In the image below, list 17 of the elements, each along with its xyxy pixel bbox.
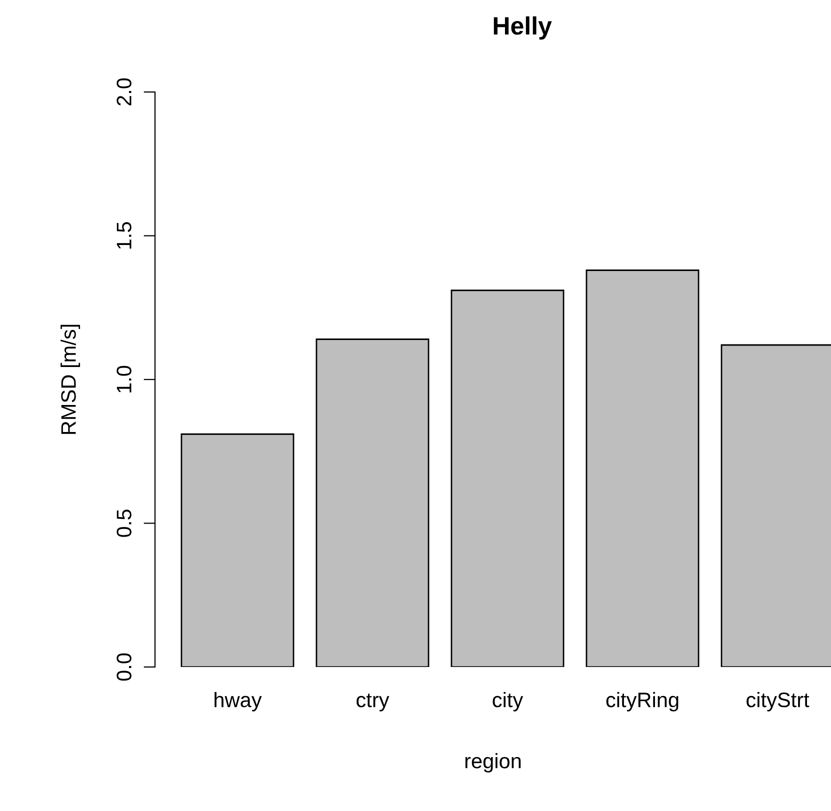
x-tick-label: city <box>492 692 524 712</box>
y-tick-label: 0.5 <box>116 510 132 537</box>
bar <box>450 290 564 667</box>
bar <box>316 338 430 667</box>
x-tick-label: cityRing <box>606 692 678 712</box>
x-tick-label: ctry <box>356 694 390 712</box>
y-axis-title: RMSD [m/s] <box>60 324 80 434</box>
y-tick-label: 0.0 <box>116 653 132 681</box>
chart-title: Helly <box>494 16 552 40</box>
bar <box>180 433 294 667</box>
y-tick-label: 1.0 <box>116 366 132 392</box>
x-axis-title: region <box>465 753 521 773</box>
x-tick-label: hway <box>214 692 262 712</box>
y-tick-label: 2.0 <box>116 78 132 106</box>
bar <box>586 270 700 667</box>
x-tick-label: cityStrt <box>746 692 810 712</box>
y-tick-label: 1.5 <box>116 222 132 249</box>
